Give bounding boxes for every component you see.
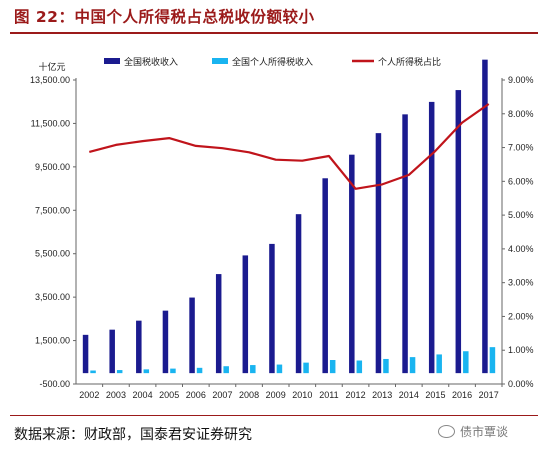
y-axis-unit-label: 十亿元 (38, 61, 65, 72)
bar-total-tax (82, 334, 89, 374)
bar-personal-income-tax (303, 362, 309, 374)
bar-personal-income-tax (409, 357, 416, 374)
bar-total-tax (428, 101, 435, 374)
line-personal-tax-share (89, 103, 490, 190)
bar-personal-income-tax (196, 367, 203, 374)
chart: 十亿元 -500.00 1,500.00 3,500.00 5,500.00 7,500… (30, 56, 534, 400)
watermark: 债市覃谈 (438, 423, 508, 440)
bar-total-tax (189, 297, 195, 374)
x-tick-label: 2013 (372, 390, 392, 400)
bar-total-tax (162, 310, 169, 374)
bar-personal-income-tax (170, 368, 176, 374)
legend-swatch (212, 58, 228, 64)
bar-total-tax (349, 154, 355, 374)
bar-total-tax (269, 243, 275, 374)
bar-total-tax (482, 59, 488, 374)
bar-personal-income-tax (329, 360, 336, 374)
bar-total-tax (295, 214, 302, 374)
y-right-tick-label: 2.00% (508, 311, 534, 321)
bar-personal-income-tax (383, 358, 389, 374)
y-right-tick-label: 3.00% (508, 278, 534, 288)
y-left-tick-label: -500.00 (39, 379, 70, 389)
bar-total-tax (242, 255, 249, 374)
legend-label: 个人所得税占比 (378, 56, 441, 68)
x-tick-label: 2014 (399, 390, 419, 400)
bar-total-tax (402, 114, 408, 374)
x-tick-label: 2015 (425, 390, 445, 400)
legend-swatch (104, 58, 120, 64)
x-tick-label: 2006 (186, 390, 206, 400)
y-left-tick-label: 1,500.00 (35, 336, 70, 346)
source-rule (10, 415, 538, 416)
x-tick-label: 2016 (452, 390, 472, 400)
bar-personal-income-tax (436, 354, 442, 374)
bar-personal-income-tax (90, 370, 96, 374)
bar-total-tax (136, 320, 142, 374)
x-tick-label: 2010 (292, 390, 312, 400)
x-tick-label: 2011 (319, 390, 338, 400)
y-right-tick-label: 1.00% (508, 345, 534, 355)
bar-personal-income-tax (463, 351, 469, 374)
bar-total-tax (109, 329, 115, 374)
y-left-tick-label: 9,500.00 (35, 162, 70, 172)
bar-personal-income-tax (489, 347, 496, 374)
figure-title: 图 22：中国个人所得税占总税收份额较小 (14, 8, 315, 26)
y-right-tick-label: 7.00% (508, 143, 534, 153)
x-tick-label: 2004 (133, 390, 153, 400)
x-tick-label: 2005 (159, 390, 179, 400)
y-left-tick-label: 3,500.00 (35, 292, 70, 302)
bar-personal-income-tax (356, 360, 363, 374)
bar-total-tax (455, 90, 462, 374)
y-right-tick-label: 4.00% (508, 244, 534, 254)
x-tick-label: 2017 (479, 390, 499, 400)
watermark-text: 债市覃谈 (460, 425, 509, 439)
y-right-tick-label: 6.00% (508, 176, 534, 186)
source-note: 数据来源：财政部，国泰君安证券研究 (14, 427, 252, 443)
x-tick-label: 2003 (106, 390, 126, 400)
y-left-tick-label: 5,500.00 (35, 249, 70, 259)
bar-personal-income-tax (250, 365, 256, 374)
bar-total-tax (322, 178, 328, 374)
y-left-tick-label: 13,500.00 (30, 75, 70, 85)
x-tick-label: 2002 (79, 390, 99, 400)
x-tick-label: 2008 (239, 390, 259, 400)
x-tick-label: 2012 (346, 390, 366, 400)
y-left-tick-label: 11,500.00 (31, 118, 70, 128)
y-right-tick-label: 5.00% (508, 210, 534, 220)
bar-personal-income-tax (143, 369, 150, 374)
y-right-tick-label: 8.00% (508, 109, 534, 119)
bar-personal-income-tax (116, 370, 123, 374)
title-rule (10, 32, 538, 34)
legend-label: 全国税收收入 (124, 56, 178, 68)
bar-total-tax (375, 133, 382, 374)
x-tick-label: 2009 (266, 390, 286, 400)
bar-total-tax (215, 274, 222, 374)
wechat-icon (438, 425, 455, 438)
bar-personal-income-tax (223, 366, 229, 374)
legend-label: 全国个人所得税收入 (232, 56, 313, 68)
x-tick-label: 2007 (212, 390, 232, 400)
y-right-tick-label: 9.00% (508, 75, 534, 85)
bar-personal-income-tax (276, 364, 283, 374)
y-left-tick-label: 7,500.00 (35, 205, 70, 215)
y-right-tick-label: 0.00% (508, 379, 534, 389)
